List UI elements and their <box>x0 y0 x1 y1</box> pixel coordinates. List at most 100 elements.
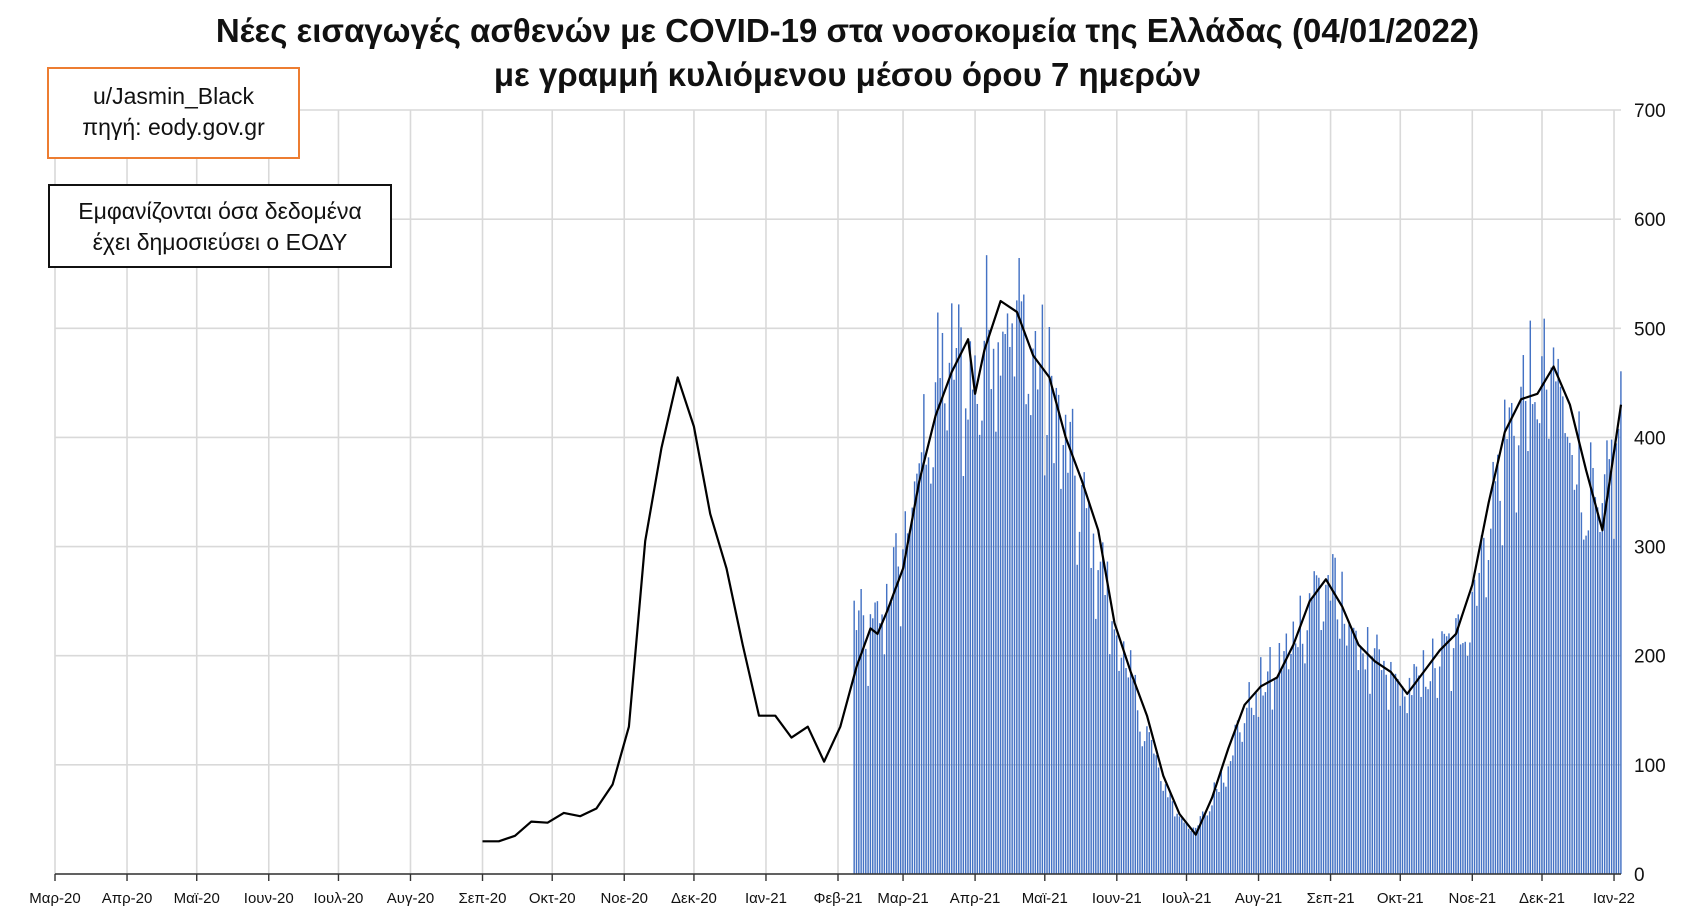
daily-admission-bar <box>1113 629 1116 874</box>
y-tick-label: 0 <box>1634 865 1645 886</box>
daily-admission-bar <box>1431 638 1434 874</box>
daily-admission-bar <box>983 340 985 874</box>
x-tick-label: Ιουν-20 <box>244 890 294 907</box>
daily-admission-bar <box>1181 818 1183 874</box>
daily-admission-bar <box>1573 489 1576 874</box>
daily-admission-bar <box>1348 624 1350 874</box>
daily-admission-bar <box>872 618 874 874</box>
daily-admission-bar <box>1380 670 1383 874</box>
daily-admission-bar <box>1027 393 1030 874</box>
daily-admission-bar <box>1390 661 1392 874</box>
daily-admission-bar <box>1524 401 1527 874</box>
daily-admission-bar <box>1469 642 1471 874</box>
daily-admission-bar <box>978 434 981 874</box>
daily-admission-bar <box>1039 365 1041 874</box>
x-tick-label: Αυγ-21 <box>1235 890 1282 907</box>
daily-admission-bar <box>1299 595 1301 874</box>
daily-admission-bar <box>1429 681 1432 874</box>
daily-admission-bar <box>1606 440 1608 874</box>
y-tick-label: 600 <box>1634 210 1666 231</box>
daily-admission-bar <box>948 362 951 874</box>
daily-admission-bar <box>1116 635 1118 874</box>
daily-admission-bar <box>1222 782 1225 874</box>
daily-admission-bar <box>1399 705 1401 874</box>
daily-admission-bar <box>1397 679 1399 874</box>
daily-admission-bar <box>1566 436 1569 874</box>
daily-admission-bar <box>958 304 960 874</box>
daily-admission-bar <box>1483 537 1485 874</box>
daily-admission-bar <box>1320 630 1322 874</box>
daily-admission-bar <box>1385 674 1387 874</box>
x-tick-label: Σεπ-20 <box>459 890 507 907</box>
daily-admission-bar <box>1304 663 1306 874</box>
daily-admission-bar <box>1548 438 1550 874</box>
daily-admission-bar <box>1074 475 1076 874</box>
daily-admission-bar <box>1510 402 1513 874</box>
daily-admission-bar <box>969 341 972 874</box>
daily-admission-bar <box>1592 467 1594 874</box>
daily-admission-bar <box>1097 570 1099 874</box>
daily-admission-bar <box>946 430 948 874</box>
daily-admission-bar <box>1092 533 1095 874</box>
daily-admission-bar <box>1290 653 1292 874</box>
daily-admission-bar <box>1318 577 1320 874</box>
daily-admission-bar <box>1308 593 1311 874</box>
daily-admission-bar <box>1048 326 1051 874</box>
daily-admission-bar <box>1025 404 1027 874</box>
daily-admission-bar <box>1297 647 1299 874</box>
source-author: u/Jasmin_Black <box>92 83 255 109</box>
daily-admission-bar <box>1341 571 1343 874</box>
chart-title-line1: Νέες εισαγωγές ασθενών με COVID-19 στα ν… <box>215 12 1480 49</box>
daily-admission-bar <box>1550 367 1552 874</box>
daily-admission-bar <box>1188 828 1190 874</box>
daily-admission-bar <box>1106 561 1109 874</box>
daily-admission-bar <box>1613 538 1615 874</box>
daily-admission-bar <box>1596 507 1599 874</box>
daily-admission-bar <box>1057 394 1060 874</box>
daily-admission-bar <box>1248 682 1250 874</box>
daily-admission-bar <box>1139 731 1141 874</box>
daily-admission-bars <box>853 255 1622 875</box>
daily-admission-bar <box>1355 630 1357 874</box>
daily-admission-bar <box>911 507 913 874</box>
daily-admission-bar <box>932 467 934 874</box>
daily-admission-bar <box>1404 696 1406 874</box>
daily-admission-bar <box>1422 650 1425 874</box>
daily-admission-bar <box>1148 732 1150 874</box>
daily-admission-bar <box>992 348 995 874</box>
daily-admission-bar <box>1246 707 1248 874</box>
daily-admission-bar <box>925 464 927 874</box>
daily-admission-bar <box>1109 654 1111 874</box>
daily-admission-bar <box>1260 657 1262 874</box>
daily-admission-bar <box>930 483 932 874</box>
chart-title-line2: με γραμμή κυλιόμενου μέσου όρου 7 ημερών <box>493 56 1202 93</box>
daily-admission-bar <box>1004 334 1006 874</box>
daily-admission-bar <box>1608 459 1611 874</box>
daily-admission-bar <box>1552 347 1555 874</box>
daily-admission-bar <box>1603 474 1606 874</box>
daily-admission-bar <box>1362 653 1364 874</box>
daily-admission-bar <box>1280 670 1283 874</box>
daily-admission-bar <box>1515 512 1518 874</box>
daily-admission-bar <box>1055 387 1058 874</box>
daily-admission-bar <box>1357 670 1360 874</box>
daily-admission-bar <box>1487 560 1490 874</box>
daily-admission-bar <box>1199 816 1202 874</box>
daily-admission-bar <box>1160 781 1162 874</box>
daily-admission-bar <box>918 463 920 874</box>
daily-admission-bar <box>1081 484 1083 874</box>
daily-admission-bar <box>1292 621 1295 874</box>
daily-admission-bar <box>1448 633 1450 874</box>
x-tick-label: Απρ-20 <box>102 890 153 907</box>
daily-admission-bar <box>1099 561 1102 874</box>
x-tick-label: Οκτ-21 <box>1377 890 1424 907</box>
daily-admission-bar <box>892 547 895 874</box>
daily-admission-bar <box>1088 502 1090 874</box>
daily-admission-bar <box>1285 633 1288 874</box>
daily-admission-bar <box>913 481 916 874</box>
x-tick-label: Απρ-21 <box>950 890 1001 907</box>
daily-admission-bar <box>876 601 879 874</box>
daily-admission-bar <box>1420 696 1422 874</box>
daily-admission-bar <box>1543 318 1545 874</box>
daily-admission-bar <box>1466 655 1469 874</box>
